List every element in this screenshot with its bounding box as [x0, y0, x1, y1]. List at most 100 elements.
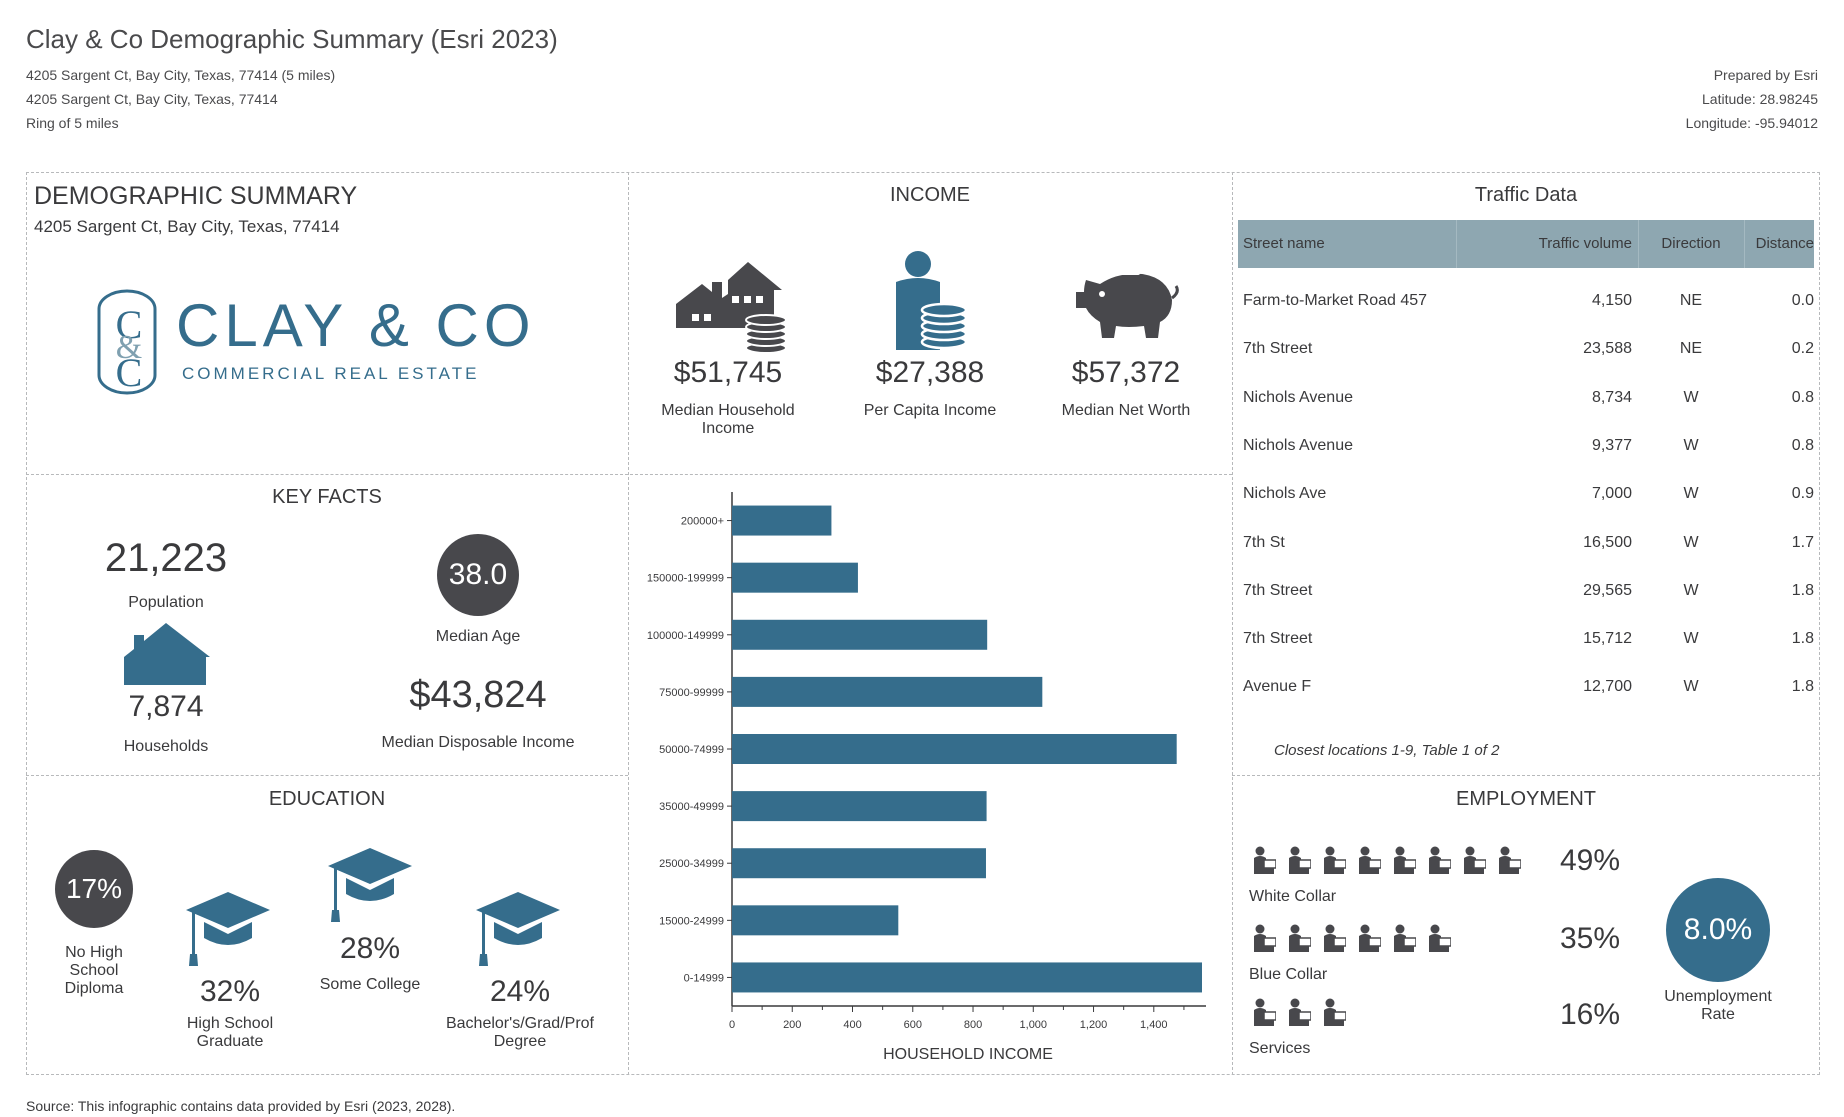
unemployment-badge: 8.0%: [1666, 878, 1770, 982]
median-net-worth-label: Median Net Worth: [1061, 402, 1191, 419]
infographic-frame: [26, 172, 1820, 1075]
cell-direction: W: [1683, 630, 1699, 648]
demographic-summary-title: DEMOGRAPHIC SUMMARY: [34, 182, 358, 210]
divider: [1456, 220, 1457, 268]
chart-bar: [732, 791, 987, 822]
blue-collar-worker-icon: [1322, 924, 1347, 952]
bachelors-label: Bachelor's/Grad/Prof Degree: [430, 1015, 610, 1051]
prepared-by: Prepared by Esri: [1713, 67, 1818, 83]
page-title: Clay & Co Demographic Summary (Esri 2023…: [26, 24, 558, 54]
cell-volume: 12,700: [1583, 678, 1632, 696]
graduation-cap-icon: [476, 892, 560, 966]
per-capita-income-label: Per Capita Income: [863, 402, 997, 419]
disposable-income-value: $43,824: [409, 674, 547, 716]
cell-street: 7th Street: [1243, 340, 1313, 358]
cell-volume: 29,565: [1583, 581, 1632, 599]
households-value: 7,874: [128, 690, 204, 723]
graduation-cap-icon: [328, 848, 412, 922]
traffic-footnote: Closest locations 1-9, Table 1 of 2: [1274, 742, 1500, 759]
label-line: Bachelor's/Grad/Prof: [445, 1015, 594, 1032]
column-header-volume[interactable]: Traffic volume: [1538, 235, 1632, 252]
high-school-grad-label: High School Graduate: [150, 1015, 310, 1051]
divider: [1638, 220, 1639, 268]
chart-bar: [732, 734, 1177, 764]
chart-x-tick-label: 600: [904, 1019, 922, 1031]
key-facts-title: KEY FACTS: [272, 486, 382, 508]
divider: [26, 474, 1232, 475]
person-coins-icon: [888, 250, 968, 350]
chart-x-tick-label: 0: [729, 1019, 735, 1031]
label-line: Unemployment: [1664, 988, 1772, 1005]
cell-street: 7th Street: [1243, 581, 1313, 599]
blue-collar-worker-icon: [1357, 924, 1382, 952]
address-line-1: 4205 Sargent Ct, Bay City, Texas, 77414 …: [26, 67, 336, 83]
cell-distance: 0.0: [1791, 292, 1814, 309]
cell-volume: 16,500: [1583, 533, 1632, 551]
divider: [628, 172, 629, 1075]
service-worker-icon: [1287, 998, 1312, 1026]
cell-direction: NE: [1679, 292, 1703, 309]
label-line: Diploma: [64, 980, 124, 997]
some-college-value: 28%: [339, 932, 401, 965]
white-collar-worker-icon: [1252, 846, 1277, 874]
cell-volume: 15,712: [1583, 630, 1632, 648]
services-label: Services: [1249, 1040, 1311, 1057]
cell-distance: 1.8: [1791, 581, 1814, 599]
cell-direction: W: [1683, 533, 1699, 551]
chart-y-tick-label: 35000-49999: [659, 801, 724, 813]
cell-direction: W: [1683, 678, 1699, 696]
white-collar-worker-icon: [1357, 846, 1382, 874]
latitude-label: Latitude: 28.98245: [1702, 91, 1818, 107]
cell-direction: W: [1683, 485, 1699, 503]
chart-bar: [732, 619, 988, 650]
blue-collar-worker-icon: [1287, 924, 1312, 952]
cell-volume: 7,000: [1591, 485, 1632, 503]
svg-text:C: C: [116, 350, 143, 395]
cell-street: Farm-to-Market Road 457: [1243, 292, 1428, 309]
population-value: 21,223: [104, 536, 228, 580]
divider: [1744, 220, 1745, 268]
median-household-income-label: Median Household Income: [628, 402, 828, 438]
bachelors-value: 24%: [489, 975, 551, 1008]
demographic-address: 4205 Sargent Ct, Bay City, Texas, 77414: [34, 217, 340, 236]
white-collar-value: 49%: [1560, 844, 1621, 877]
chart-y-tick-label: 50000-74999: [659, 744, 724, 756]
longitude-label: Longitude: -95.94012: [1685, 115, 1818, 131]
median-age-badge: 38.0: [437, 534, 519, 616]
address-line-2: 4205 Sargent Ct, Bay City, Texas, 77414: [26, 91, 278, 107]
column-header-street[interactable]: Street name: [1243, 235, 1325, 252]
cell-street: Nichols Ave: [1243, 485, 1327, 503]
cell-volume: 23,588: [1583, 340, 1632, 358]
white-collar-worker-icon: [1497, 846, 1522, 874]
logo-monogram-icon: C & C: [96, 288, 162, 396]
white-collar-worker-icon: [1322, 846, 1347, 874]
services-value: 16%: [1560, 998, 1621, 1031]
label-line: Graduate: [196, 1033, 264, 1050]
label-line: Degree: [493, 1033, 547, 1050]
chart-y-tick-label: 75000-99999: [659, 687, 724, 699]
per-capita-income-value: $27,388: [875, 356, 985, 389]
chart-bar: [732, 962, 1202, 993]
blue-collar-label: Blue Collar: [1249, 966, 1328, 983]
households-label: Households: [123, 738, 209, 755]
blue-collar-worker-icon: [1427, 924, 1452, 952]
traffic-title: Traffic Data: [1474, 184, 1578, 206]
chart-x-tick-label: 1,200: [1080, 1019, 1108, 1031]
graduation-cap-icon: [186, 892, 270, 966]
column-header-distance[interactable]: Distance: [1755, 235, 1814, 252]
cell-distance: 0.9: [1791, 485, 1814, 503]
chart-y-tick-label: 0-14999: [684, 972, 724, 984]
median-age-label: Median Age: [435, 628, 521, 645]
cell-distance: 0.8: [1791, 436, 1814, 454]
no-high-school-badge: 17%: [55, 850, 133, 928]
chart-bar: [732, 848, 986, 879]
column-header-direction[interactable]: Direction: [1661, 235, 1721, 252]
chart-y-tick-label: 200000+: [681, 516, 724, 528]
income-title: INCOME: [890, 184, 970, 206]
cell-direction: W: [1683, 388, 1699, 406]
label-line: Rate: [1701, 1006, 1735, 1023]
chart-x-axis-label: HOUSEHOLD INCOME: [883, 1046, 1053, 1063]
chart-y-tick-label: 15000-24999: [659, 915, 724, 927]
label-line: School: [69, 962, 119, 979]
logo-wordmark: CLAY & CO: [176, 292, 536, 359]
